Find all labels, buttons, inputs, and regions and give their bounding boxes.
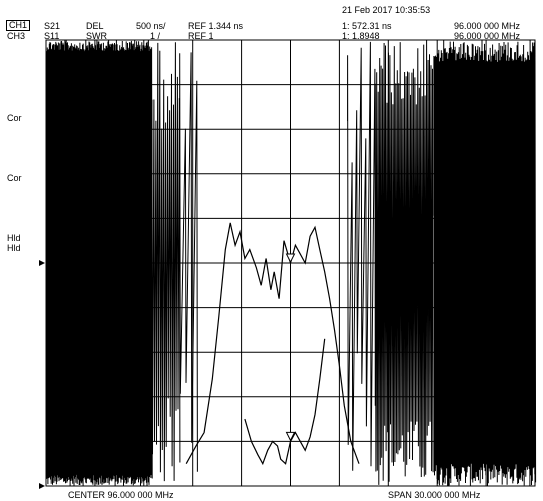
marker-1-icon	[285, 253, 296, 264]
ch1-marker-readout: 1: 572.31 ns	[342, 21, 392, 31]
hold-indicator: Hld	[7, 243, 21, 253]
ch1-parameter: S21	[44, 21, 61, 31]
timestamp: 21 Feb 2017 10:35:53	[342, 5, 431, 15]
ch3-swr-trace	[244, 338, 326, 466]
reference-line-pointer	[39, 260, 45, 266]
ch3-parameter: S11	[44, 31, 60, 41]
noise-trace	[151, 42, 181, 482]
ch3-scale: 1 /	[150, 31, 161, 41]
noise-trace	[433, 39, 537, 486]
marker-1-icon	[285, 431, 296, 442]
correction-indicator: Cor	[7, 113, 22, 123]
ch1-delay-trace	[185, 222, 360, 464]
ch3-reference: REF 1	[188, 31, 214, 41]
noise-trace	[347, 41, 376, 471]
traces	[185, 222, 360, 466]
noise-trace	[374, 40, 434, 485]
ch1-format: DEL	[86, 21, 104, 31]
ch3-marker-frequency: 96.000 000 MHz	[454, 31, 521, 41]
noise-trace	[179, 52, 198, 472]
hold-indicator: Hld	[7, 233, 21, 243]
ch1-scale: 500 ns/	[136, 21, 166, 31]
correction-indicator: Cor	[7, 173, 22, 183]
ch3-format: SWR	[86, 31, 107, 41]
channel-1-label[interactable]: CH1	[6, 20, 31, 31]
channel-3-label: CH3	[7, 31, 26, 41]
trace-noise	[45, 39, 537, 486]
span-frequency: SPAN 30.000 000 MHz	[388, 490, 481, 500]
reference-line-pointer	[39, 483, 45, 489]
center-frequency: CENTER 96.000 000 MHz	[68, 490, 174, 500]
ch3-marker-readout: 1: 1.8948	[342, 31, 380, 41]
ch1-marker-frequency: 96.000 000 MHz	[454, 21, 521, 31]
noise-trace	[45, 39, 153, 486]
ch1-reference: REF 1.344 ns	[188, 21, 244, 31]
